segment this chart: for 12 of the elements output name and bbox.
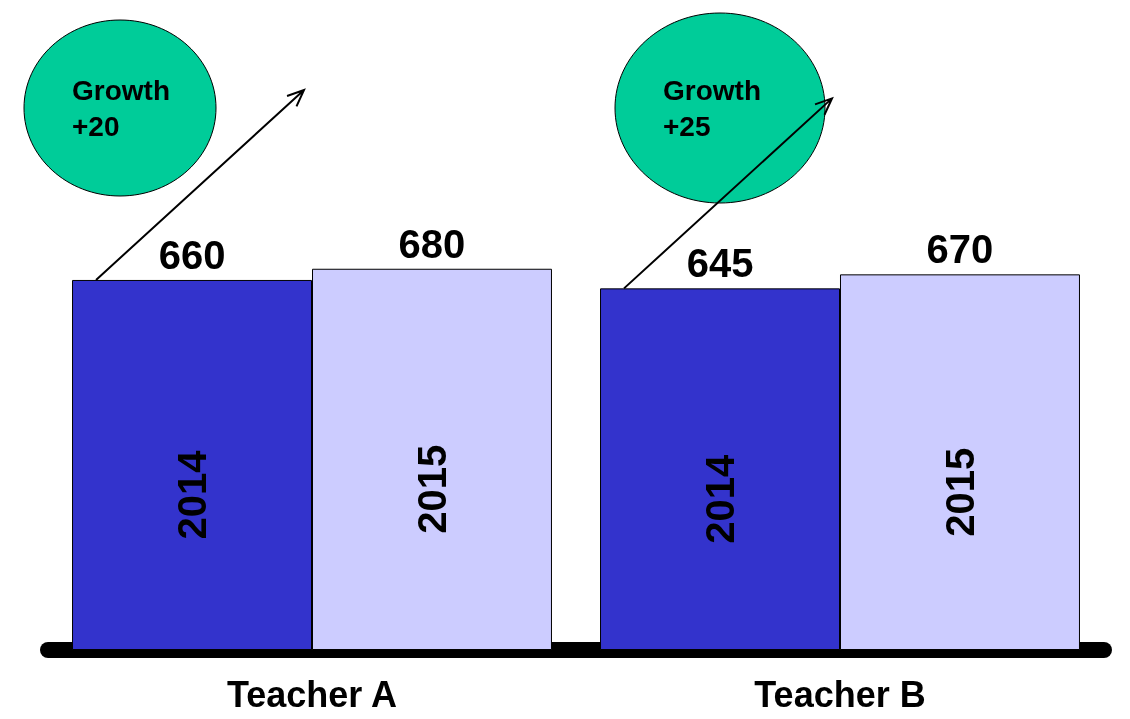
series-label: 2014 <box>170 449 215 540</box>
data-label: 660 <box>158 232 226 277</box>
series-label: 2015 <box>409 444 454 534</box>
x-tick-label: Teacher A <box>226 673 398 715</box>
data-label: 645 <box>686 241 754 286</box>
text: 2014 <box>698 454 743 544</box>
text: Growth +20 <box>72 74 170 142</box>
data-label: 670 <box>926 227 994 272</box>
text: 2015 <box>937 447 982 537</box>
text: Growth +25 <box>663 74 761 142</box>
data-label: 680 <box>398 221 466 266</box>
x-tick-label: Teacher B <box>754 673 926 715</box>
